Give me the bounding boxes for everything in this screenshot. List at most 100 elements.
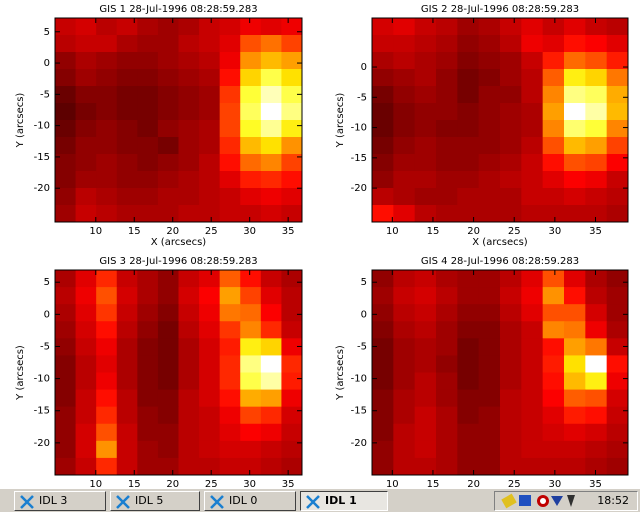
heatmap-cell xyxy=(542,423,565,442)
heatmap-cell xyxy=(157,86,179,104)
taskbar-button[interactable]: IDL 0 xyxy=(204,491,296,511)
heatmap-cell xyxy=(436,270,458,288)
heatmap-cell xyxy=(436,35,458,53)
y-tick-label: 0 xyxy=(361,62,367,73)
heatmap-cell xyxy=(260,440,282,459)
heatmap-cell xyxy=(260,154,282,172)
y-tick-label: -10 xyxy=(351,123,367,134)
taskbar-button[interactable]: IDL 1 xyxy=(300,491,388,511)
heatmap-cell xyxy=(116,457,138,476)
heatmap-cell xyxy=(75,355,97,373)
heatmap-cell xyxy=(157,321,179,339)
heatmap-cell xyxy=(414,389,437,408)
heatmap-cell xyxy=(606,86,629,104)
x-tick-label: 15 xyxy=(427,226,440,237)
heatmap-cell xyxy=(137,270,159,288)
heatmap-cell xyxy=(178,304,200,322)
heatmap-cell xyxy=(137,205,159,223)
y-tick-label: -15 xyxy=(351,153,367,164)
heatmap-cell xyxy=(96,321,118,339)
heatmap-cell xyxy=(178,457,200,476)
y-tick-label: -20 xyxy=(34,183,50,194)
heatmap-cell xyxy=(542,321,565,339)
heatmap-cell xyxy=(281,389,303,408)
taskbar-button-label: IDL 1 xyxy=(325,494,357,507)
heatmap-cell xyxy=(414,137,437,155)
heatmap-cell xyxy=(240,171,262,189)
heatmap-cell xyxy=(478,171,501,189)
heatmap-cell xyxy=(199,103,221,121)
heatmap-cell xyxy=(414,287,437,305)
heatmap-cell xyxy=(414,406,437,425)
heatmap-cell xyxy=(542,287,565,305)
heatmap-cell xyxy=(585,18,608,36)
heatmap-cell xyxy=(457,355,480,373)
heatmap-cell xyxy=(281,86,303,104)
heatmap-cell xyxy=(606,440,629,459)
heatmap-cell xyxy=(178,69,200,87)
heatmap-cell xyxy=(219,440,241,459)
heatmap-cell xyxy=(96,18,118,36)
taskbar-button[interactable]: IDL 3 xyxy=(14,491,106,511)
heatmap-cell xyxy=(75,52,97,70)
heatmap-cell xyxy=(178,52,200,70)
heatmap-cell xyxy=(564,137,586,155)
heatmap-cell xyxy=(606,321,629,339)
heatmap-cell xyxy=(75,287,97,305)
heatmap-cell xyxy=(157,154,179,172)
heatmap-cell xyxy=(199,338,221,356)
heatmap-cell xyxy=(55,355,77,373)
heatmap-cell xyxy=(372,18,394,36)
heatmap-cell xyxy=(240,69,262,87)
heatmap-cell xyxy=(116,355,138,373)
heatmap-cell xyxy=(116,154,138,172)
heatmap-cell xyxy=(55,440,77,459)
heatmap-cell xyxy=(96,120,118,138)
heatmap-cell xyxy=(178,154,200,172)
x-tick-label: 15 xyxy=(427,479,440,488)
heatmap-cell xyxy=(75,406,97,425)
heatmap-cell xyxy=(116,137,138,155)
heatmap-cell xyxy=(137,372,159,391)
heatmap-cell xyxy=(260,52,282,70)
heatmap-cell xyxy=(240,120,262,138)
heatmap-cell xyxy=(478,287,501,305)
heatmap-cell xyxy=(521,406,544,425)
heatmap-cell xyxy=(116,171,138,189)
heatmap-cell xyxy=(260,205,282,223)
heatmap-cell xyxy=(281,188,303,206)
heatmap-cell xyxy=(240,103,262,121)
heatmap-cell xyxy=(564,440,586,459)
heatmap-cell xyxy=(260,321,282,339)
taskbar-button-label: IDL 0 xyxy=(229,494,258,507)
heatmap-cell xyxy=(116,86,138,104)
heatmap-cell xyxy=(564,154,586,172)
x-tick-label: 25 xyxy=(508,479,521,488)
heatmap-cell xyxy=(542,120,565,138)
heatmap-cell xyxy=(564,18,586,36)
heatmap-cell xyxy=(116,270,138,288)
heatmap-cell xyxy=(219,188,241,206)
heatmap-cell xyxy=(240,338,262,356)
heatmap-cell xyxy=(585,423,608,442)
heatmap-cell xyxy=(542,52,565,70)
heatmap-cell xyxy=(157,205,179,223)
heatmap-cell xyxy=(157,338,179,356)
heatmap-cell xyxy=(521,171,544,189)
heatmap-cell xyxy=(178,287,200,305)
heatmap-cell xyxy=(55,457,77,476)
heatmap-cell xyxy=(157,304,179,322)
heatmap-cell xyxy=(372,103,394,121)
heatmap-cell xyxy=(542,304,565,322)
y-axis-label: Y (arcsecs) xyxy=(15,345,26,401)
taskbar-button[interactable]: IDL 5 xyxy=(110,491,200,511)
heatmap-cell xyxy=(96,69,118,87)
heatmap-cell xyxy=(137,406,159,425)
x-tick-label: 30 xyxy=(548,226,561,237)
heatmap-cell xyxy=(478,86,501,104)
heatmap-cell xyxy=(240,35,262,53)
heatmap-cell xyxy=(372,423,394,442)
heatmap-cell xyxy=(96,35,118,53)
y-tick-label: 5 xyxy=(361,277,367,288)
heatmap-cell xyxy=(606,171,629,189)
